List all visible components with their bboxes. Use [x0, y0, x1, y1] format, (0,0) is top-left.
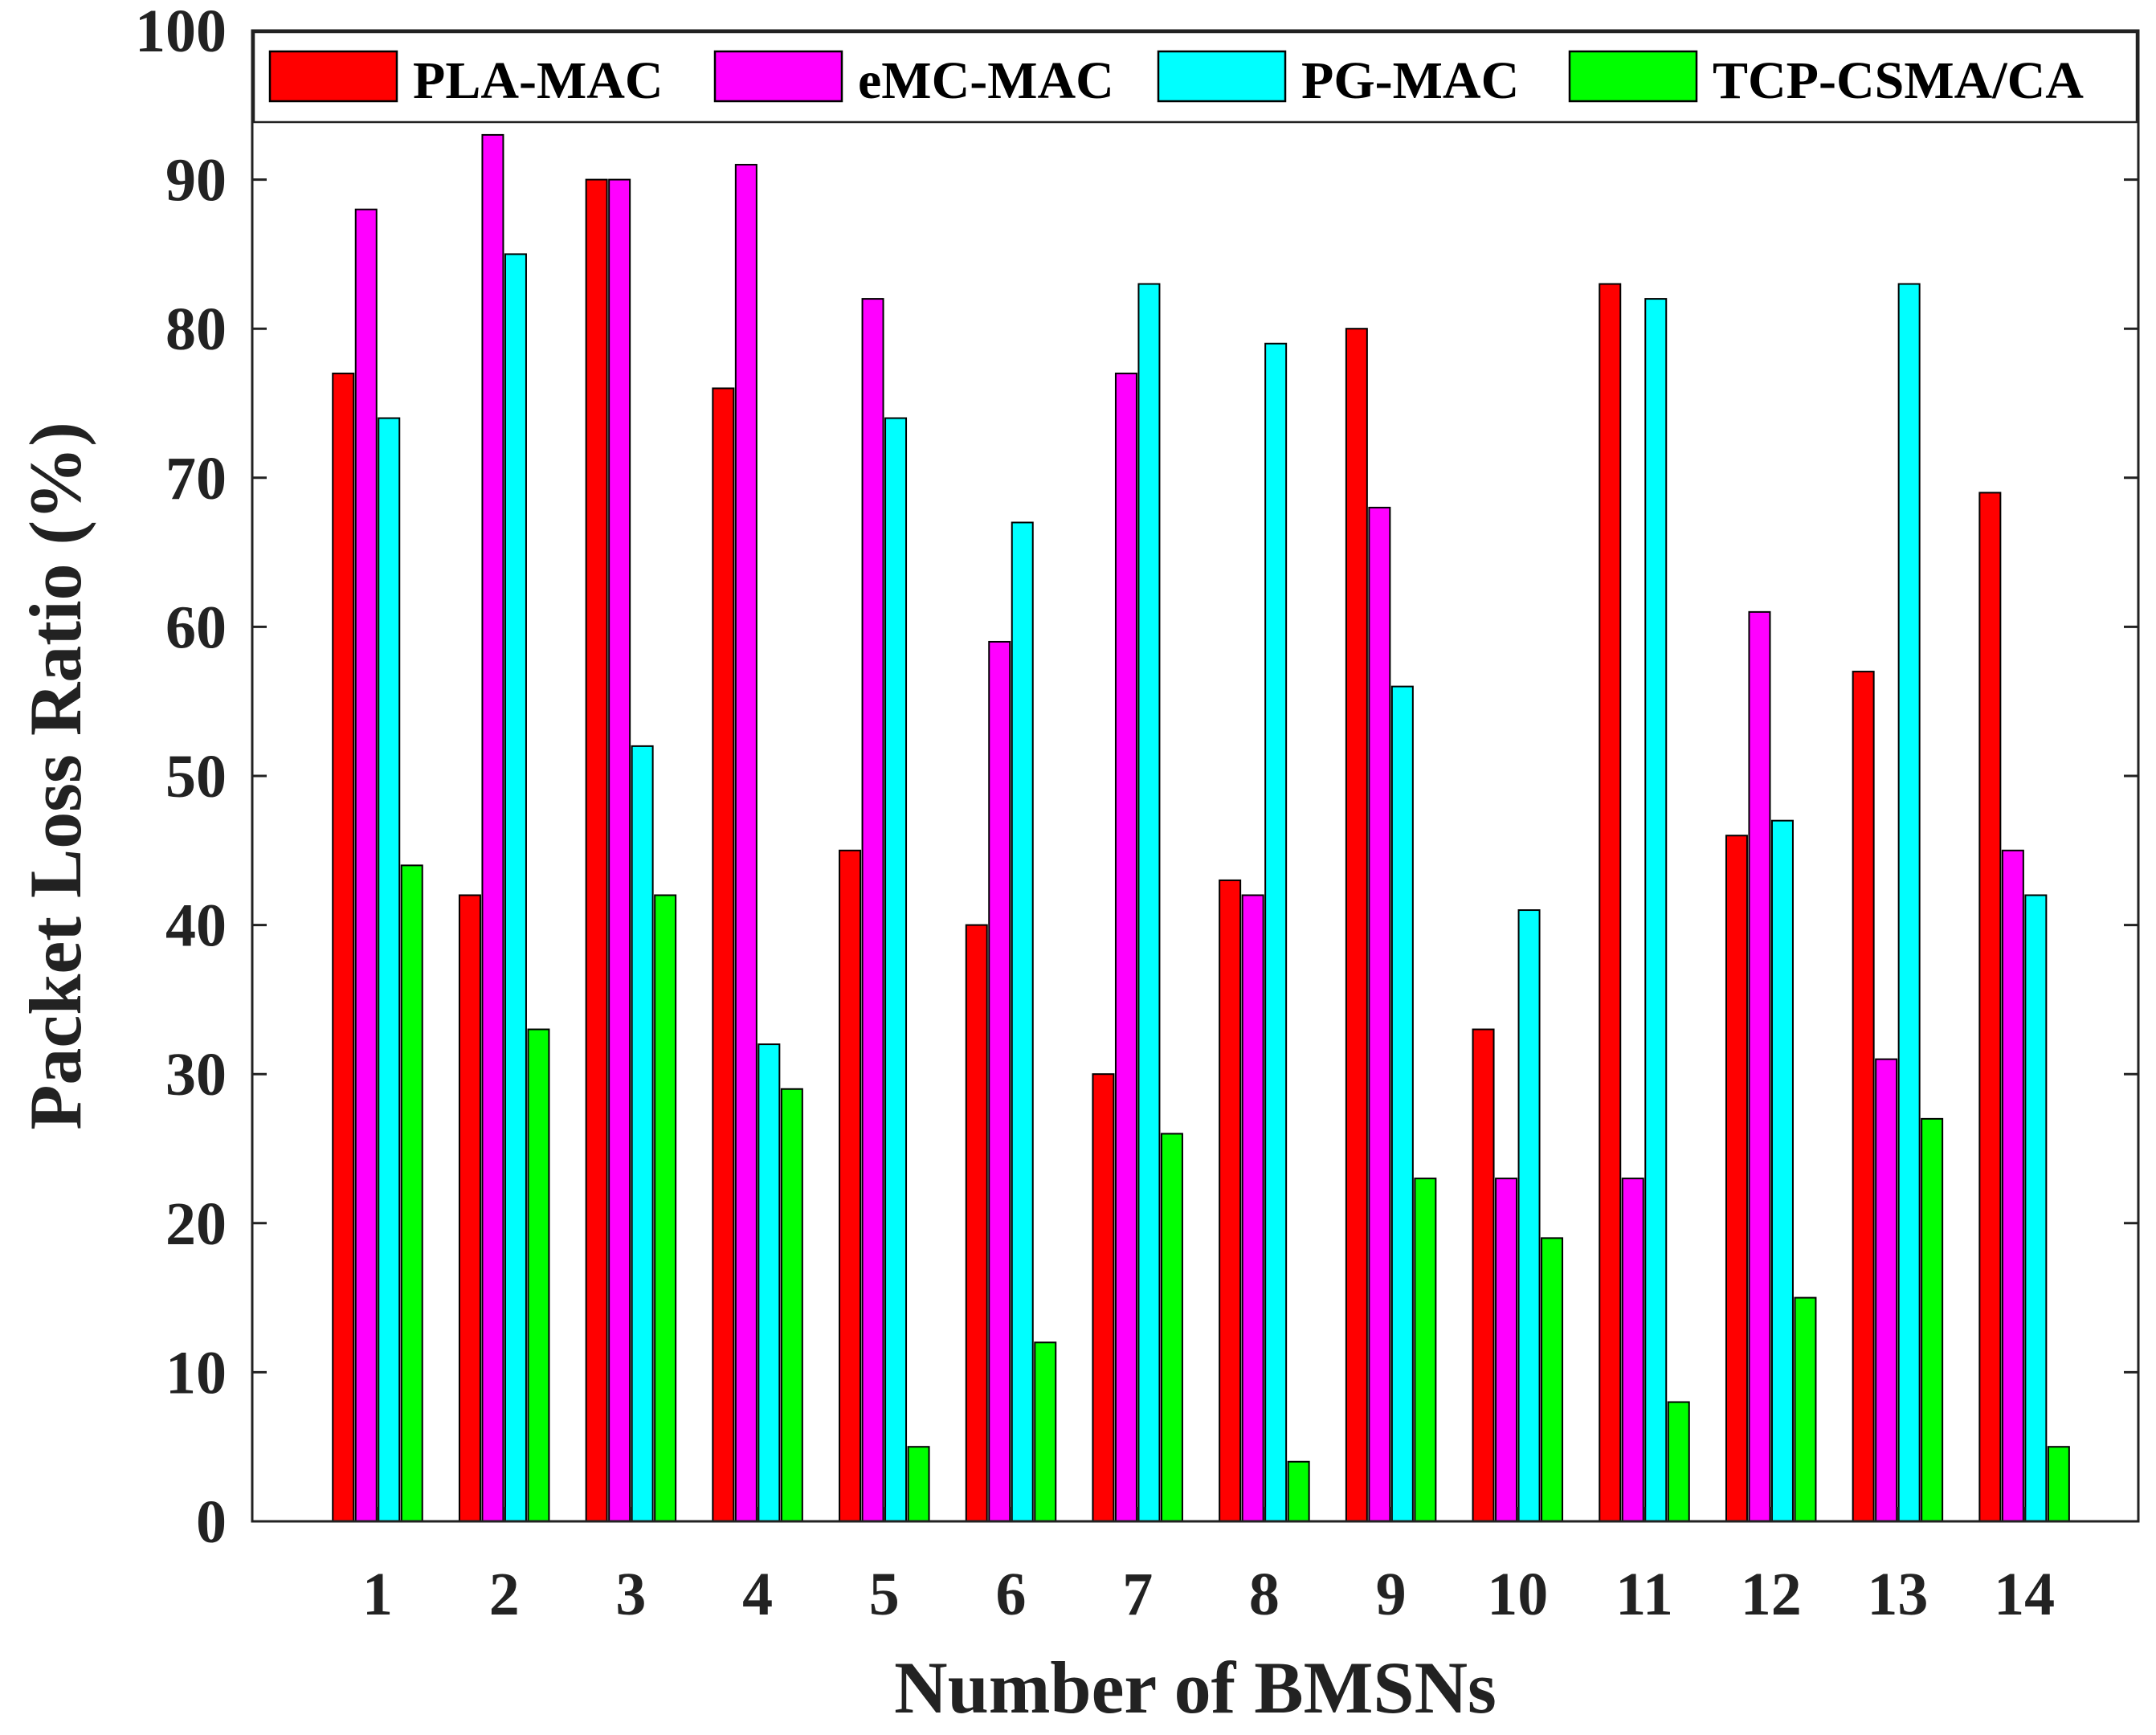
bar-pla-mac-12: [1725, 835, 1748, 1522]
bar-pg-mac-6: [1011, 521, 1034, 1522]
bar-pla-mac-11: [1599, 283, 1622, 1522]
legend-swatch-pla-mac: [268, 50, 398, 103]
bar-tcp-csma-ca-1: [400, 864, 423, 1522]
bar-pg-mac-1: [378, 417, 401, 1522]
bar-emc-mac-9: [1368, 506, 1391, 1522]
bar-pg-mac-12: [1770, 819, 1794, 1522]
bar-emc-mac-10: [1495, 1178, 1518, 1522]
y-tick-label-50: 50: [165, 743, 227, 810]
bar-emc-mac-7: [1114, 372, 1137, 1522]
bar-pla-mac-9: [1345, 328, 1368, 1523]
x-tick-label-4: 4: [742, 1561, 773, 1628]
bar-emc-mac-6: [988, 640, 1011, 1523]
bar-tcp-csma-ca-11: [1667, 1401, 1690, 1523]
bar-tcp-csma-ca-7: [1160, 1133, 1183, 1522]
bar-emc-mac-4: [734, 164, 757, 1522]
bar-pg-mac-8: [1264, 342, 1288, 1522]
bar-pg-mac-13: [1897, 283, 1921, 1522]
x-tick-label-6: 6: [996, 1561, 1027, 1628]
y-tick-label-70: 70: [165, 445, 227, 512]
y-tick-label-80: 80: [165, 296, 227, 363]
x-tick-label-14: 14: [1994, 1561, 2055, 1628]
x-tick-label-12: 12: [1741, 1561, 1802, 1628]
y-tick-label-100: 100: [135, 0, 227, 65]
legend-swatch-emc-mac: [713, 50, 843, 103]
y-tick-label-30: 30: [165, 1041, 227, 1108]
x-tick-label-2: 2: [489, 1561, 520, 1628]
bar-tcp-csma-ca-4: [780, 1088, 803, 1522]
bar-pla-mac-4: [712, 387, 735, 1523]
bar-pla-mac-5: [839, 849, 862, 1523]
y-tick-labels: 0 10 20 30 40 50 60 70 80 90 100: [135, 0, 227, 1556]
bar-pg-mac-2: [504, 253, 527, 1522]
bars-group: [332, 133, 2070, 1523]
bar-tcp-csma-ca-12: [1794, 1296, 1817, 1522]
bar-tcp-csma-ca-6: [1034, 1341, 1057, 1523]
bar-pg-mac-4: [757, 1043, 781, 1522]
bar-emc-mac-14: [2001, 849, 2024, 1523]
y-tick-label-90: 90: [165, 147, 227, 214]
bar-emc-mac-13: [1875, 1058, 1898, 1522]
x-axis-title: Number of BMSNs: [894, 1647, 1497, 1729]
bar-emc-mac-12: [1748, 610, 1771, 1523]
bar-pla-mac-2: [458, 894, 481, 1522]
y-tick-label-60: 60: [165, 594, 227, 661]
legend: PLA-MAC eMC-MAC PG-MAC TCP-CSMA/CA: [252, 31, 2138, 124]
plot-area-frame: [251, 29, 2140, 1523]
x-tick-label-11: 11: [1615, 1561, 1673, 1628]
bar-pla-mac-7: [1092, 1073, 1115, 1522]
bar-pg-mac-14: [2024, 894, 2048, 1522]
y-tick-label-10: 10: [165, 1339, 227, 1406]
bar-tcp-csma-ca-8: [1287, 1460, 1310, 1523]
x-tick-label-3: 3: [615, 1561, 646, 1628]
bar-emc-mac-2: [481, 133, 504, 1522]
x-tick-label-1: 1: [362, 1561, 393, 1628]
bar-pg-mac-10: [1517, 909, 1541, 1523]
bar-pla-mac-14: [1978, 492, 2002, 1522]
legend-label-pg-mac: PG-MAC: [1301, 51, 1519, 110]
y-tick-label-40: 40: [165, 892, 227, 960]
bar-pla-mac-13: [1852, 671, 1875, 1523]
legend-label-emc-mac: eMC-MAC: [858, 51, 1114, 110]
x-tick-label-13: 13: [1867, 1561, 1928, 1628]
bar-pla-mac-10: [1472, 1028, 1495, 1522]
bar-tcp-csma-ca-2: [527, 1028, 550, 1522]
x-tick-label-9: 9: [1376, 1561, 1407, 1628]
bar-emc-mac-1: [354, 208, 378, 1523]
x-tick-label-8: 8: [1249, 1561, 1280, 1628]
bar-tcp-csma-ca-5: [907, 1446, 930, 1522]
x-tick-label-5: 5: [869, 1561, 900, 1628]
x-tick-label-10: 10: [1487, 1561, 1548, 1628]
bar-tcp-csma-ca-13: [1921, 1117, 1944, 1522]
bar-tcp-csma-ca-9: [1414, 1178, 1437, 1522]
legend-swatch-tcp-csma-ca: [1568, 50, 1698, 103]
bar-pg-mac-11: [1644, 298, 1668, 1523]
bar-pla-mac-3: [585, 178, 608, 1523]
bar-pg-mac-5: [884, 417, 908, 1522]
bar-pla-mac-6: [965, 924, 988, 1522]
bar-tcp-csma-ca-14: [2047, 1446, 2070, 1522]
bar-emc-mac-3: [608, 178, 631, 1523]
bar-pg-mac-7: [1137, 283, 1161, 1522]
y-tick-label-20: 20: [165, 1190, 227, 1258]
legend-swatch-pg-mac: [1157, 50, 1287, 103]
y-axis-title: Packet Loss Ratio (%): [14, 422, 96, 1130]
bar-pla-mac-8: [1219, 879, 1242, 1523]
bar-pg-mac-3: [631, 745, 654, 1522]
bar-emc-mac-5: [861, 298, 884, 1523]
y-tick-label-0: 0: [196, 1488, 227, 1556]
bar-tcp-csma-ca-10: [1541, 1237, 1564, 1522]
bar-emc-mac-8: [1241, 894, 1264, 1522]
x-tick-labels: 1 2 3 4 5 6 7 8 9 10 11 12 13 14: [362, 1561, 2055, 1628]
bar-pg-mac-9: [1390, 685, 1414, 1522]
bar-emc-mac-11: [1621, 1178, 1644, 1522]
bar-pla-mac-1: [332, 372, 355, 1522]
x-tick-label-7: 7: [1122, 1561, 1153, 1628]
ticks-group: [252, 29, 2138, 1523]
bar-tcp-csma-ca-3: [654, 894, 677, 1522]
legend-label-pla-mac: PLA-MAC: [413, 51, 664, 110]
legend-label-tcp-csma-ca: TCP-CSMA/CA: [1713, 51, 2084, 110]
